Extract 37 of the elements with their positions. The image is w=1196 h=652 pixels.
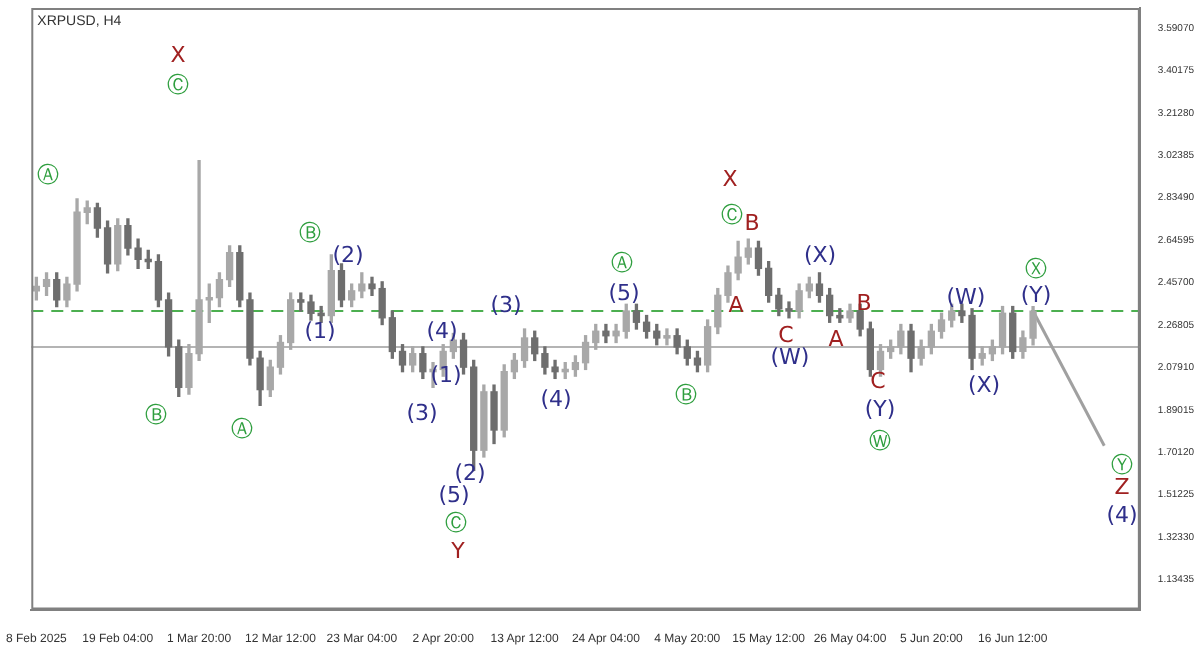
annotation: (2) <box>454 459 486 486</box>
annotation: (5) <box>608 279 640 306</box>
annotation: Z <box>1114 473 1131 500</box>
annotation: (4) <box>1106 501 1138 528</box>
annotation: Ⓒ <box>721 201 743 228</box>
annotation: Ⓑ <box>675 381 697 408</box>
annotation: (4) <box>540 385 572 412</box>
annotation: (W) <box>770 343 810 370</box>
annotation: Ⓦ <box>869 427 891 454</box>
annotation: C <box>778 321 795 348</box>
annotation: Ⓨ <box>1111 451 1133 478</box>
annotation: (2) <box>332 241 364 268</box>
annotation: Ⓒ <box>167 71 189 98</box>
annotation: (4) <box>426 317 458 344</box>
annotation: Ⓐ <box>231 415 253 442</box>
annotation: Ⓐ <box>611 249 633 276</box>
annotation: Ⓧ <box>1025 255 1047 282</box>
annotation: C <box>870 367 887 394</box>
annotation: B <box>744 209 760 236</box>
annotation: A <box>828 325 845 352</box>
annotation: Ⓒ <box>445 509 467 536</box>
annotation: B <box>856 289 872 316</box>
annotation: (Y) <box>1020 281 1052 308</box>
annotation: (3) <box>406 399 438 426</box>
annotation: (1) <box>304 317 336 344</box>
annotation: Ⓑ <box>299 219 321 246</box>
annotation: (5) <box>438 481 470 508</box>
annotation: Ⓐ <box>37 161 59 188</box>
annotation: (W) <box>946 283 986 310</box>
annotation: (X) <box>967 371 1001 398</box>
annotation: Ⓑ <box>145 401 167 428</box>
annotation: Y <box>449 537 466 564</box>
annotation: (X) <box>803 241 837 268</box>
annotation: (1) <box>430 361 462 388</box>
annotation: X <box>722 165 739 192</box>
annotation: (Y) <box>864 395 896 422</box>
annotation: X <box>170 41 187 68</box>
